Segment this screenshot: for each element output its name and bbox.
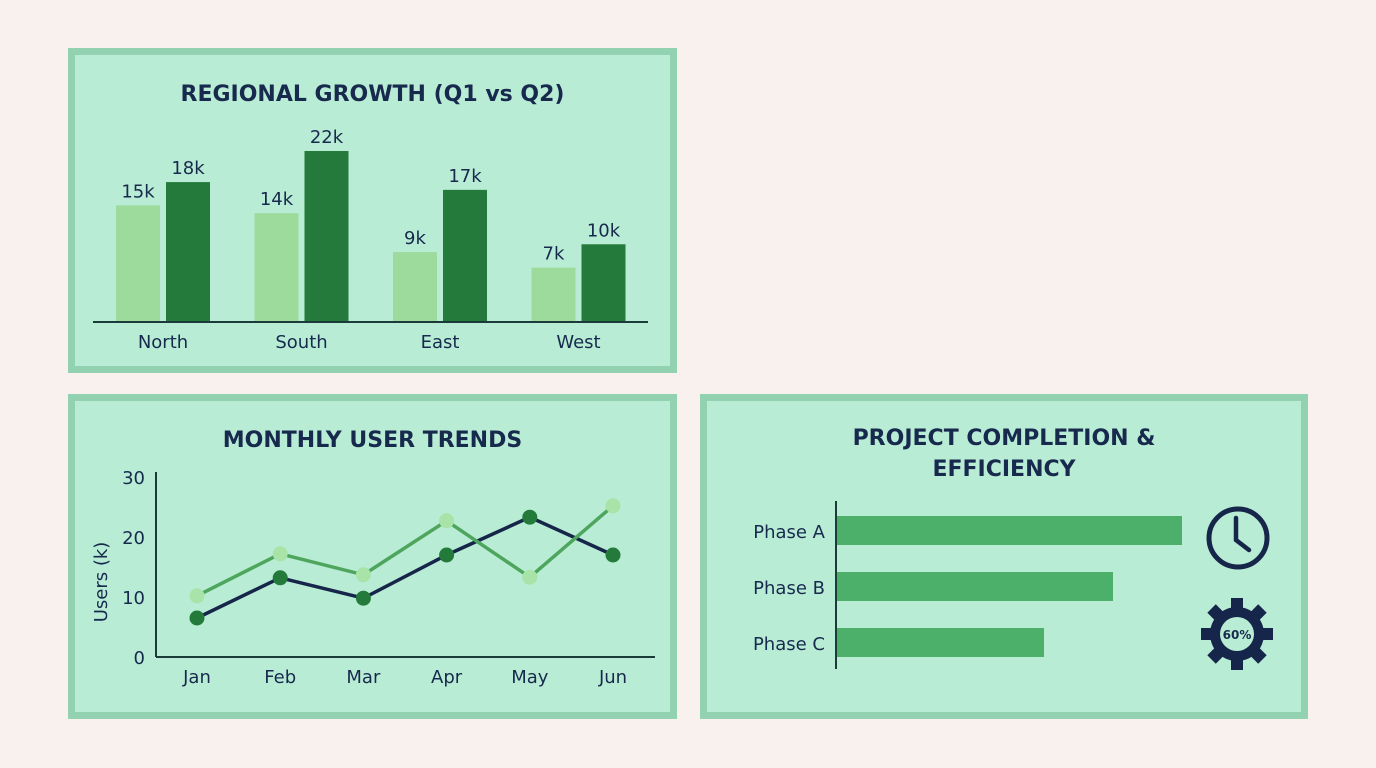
bar-q2	[581, 244, 626, 322]
data-label: 14k	[260, 189, 294, 210]
series-1-line	[196, 515, 614, 620]
y-tick-label: Phase B	[753, 578, 825, 599]
y-axis-label: Users (k)	[91, 542, 112, 623]
x-tick-label: West	[556, 332, 600, 353]
x-tick-label: Jun	[598, 667, 627, 688]
bar-q1	[393, 252, 437, 322]
data-label: 22k	[310, 127, 344, 148]
project-completion-chart: Phase A Phase B Phase C 60%	[753, 501, 1273, 670]
gear-icon	[1201, 598, 1273, 670]
series-1-point	[439, 547, 455, 563]
series-2-point	[189, 588, 205, 604]
x-tick-label: Mar	[346, 667, 381, 688]
bar-phase-a	[837, 516, 1182, 545]
bar-q2	[166, 182, 210, 322]
monthly-user-trends-chart: 0 10 20 30 Jan Feb Mar Apr May Jun Users (k)	[91, 468, 655, 688]
series-2-point	[439, 513, 455, 529]
data-label: 18k	[171, 158, 205, 179]
series-2-point	[272, 546, 288, 562]
chart-title: PROJECT COMPLETION & EFFICIENCY	[707, 423, 1301, 485]
x-tick-label: Jan	[182, 667, 211, 688]
series-1-point	[522, 509, 538, 525]
x-tick-label: North	[138, 332, 188, 353]
bar-q1	[531, 267, 576, 322]
bar-q2	[443, 189, 487, 322]
series-1-point	[272, 570, 288, 586]
data-label: 10k	[587, 220, 621, 241]
bar-q1	[254, 213, 299, 322]
regional-growth-chart: 15k 18k North 14k 22k South 9k 17k East 7k 10k West	[93, 127, 648, 353]
y-tick-label: 10	[122, 588, 145, 609]
series-2-line	[196, 504, 615, 598]
y-tick-label: Phase A	[753, 522, 825, 543]
series-1-point	[605, 547, 621, 563]
gear-label: 60%	[1223, 628, 1252, 642]
title-line: PROJECT COMPLETION &	[852, 426, 1156, 451]
series-2-point	[522, 569, 538, 585]
series-1-point	[189, 610, 205, 626]
chart-title: REGIONAL GROWTH (Q1 vs Q2)	[180, 82, 565, 107]
x-tick-label: May	[511, 667, 549, 688]
data-label: 9k	[404, 228, 426, 249]
x-tick-label: East	[421, 332, 460, 353]
y-tick-label: 30	[122, 468, 145, 489]
x-tick-label: South	[275, 332, 327, 353]
bar-phase-c	[837, 628, 1044, 657]
y-tick-label: 0	[134, 648, 145, 669]
x-tick-label: Feb	[264, 667, 296, 688]
bar-phase-b	[837, 572, 1113, 601]
bar-q1	[116, 205, 160, 322]
chart-title: MONTHLY USER TRENDS	[222, 428, 523, 453]
data-label: 17k	[448, 166, 482, 187]
y-tick-label: 20	[122, 528, 145, 549]
data-label: 7k	[543, 244, 565, 265]
series-2-point	[355, 567, 371, 583]
regional-growth-panel: REGIONAL GROWTH (Q1 vs Q2) 15k 18k North 14…	[68, 48, 677, 373]
y-tick-label: Phase C	[753, 634, 825, 655]
x-tick-label: Apr	[431, 667, 463, 688]
series-1-point	[355, 590, 371, 606]
monthly-user-trends-panel: MONTHLY USER TRENDS 0 10 20 30 Jan Feb Mar Apr M…	[68, 394, 677, 719]
clock-icon	[1206, 506, 1270, 570]
data-label: 15k	[121, 181, 155, 202]
series-2-point	[605, 498, 621, 514]
bar-q2	[304, 151, 349, 322]
title-line: EFFICIENCY	[932, 457, 1076, 482]
